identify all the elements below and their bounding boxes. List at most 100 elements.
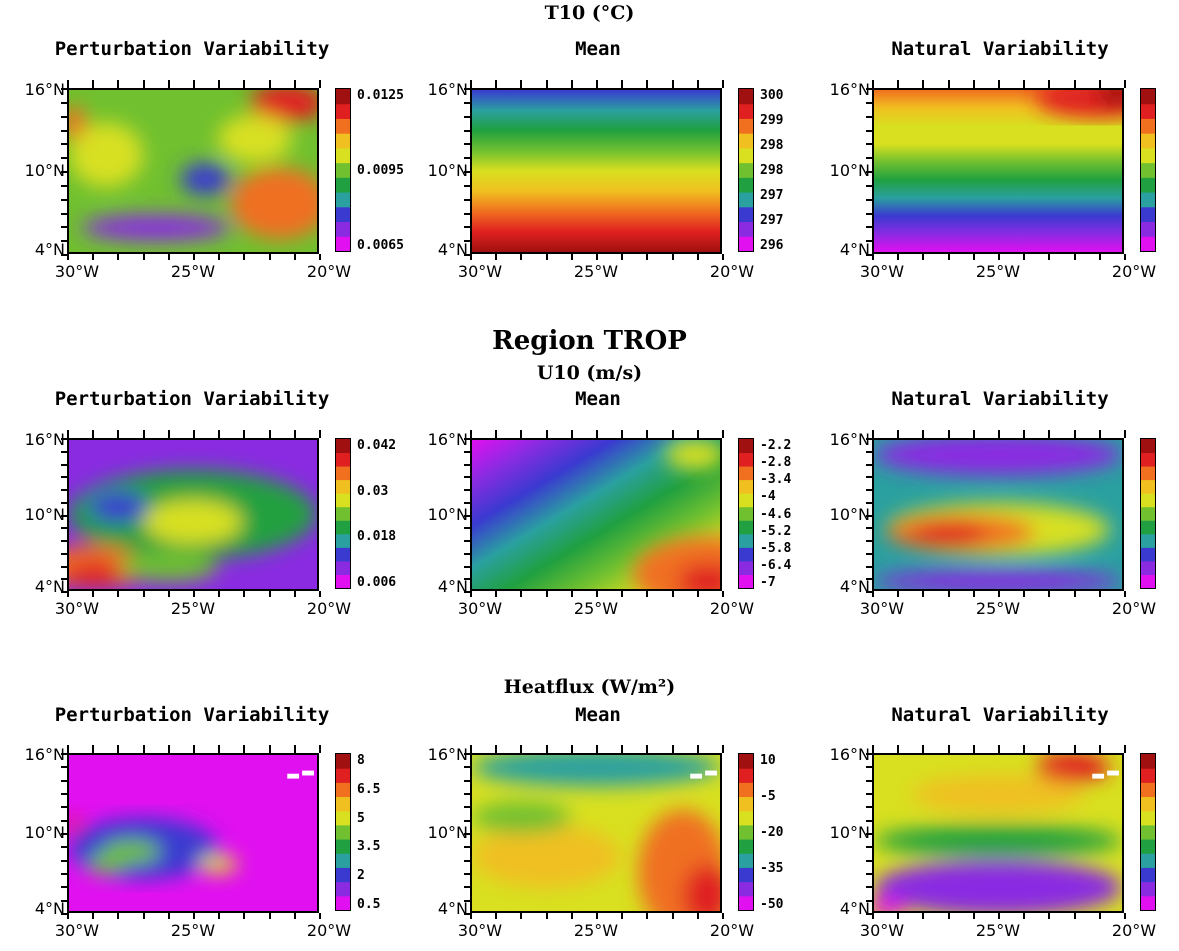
colorbar-tick-label: -7 (760, 575, 776, 590)
heatmap-field (472, 440, 720, 589)
top-tick (596, 745, 598, 753)
colorbar-tick-label: 297 (760, 213, 784, 228)
colorbar-segment (336, 439, 350, 454)
colorbar-segment (336, 206, 350, 223)
colorbar-segment (739, 177, 753, 193)
bottom-tick (243, 913, 246, 919)
left-tick (866, 833, 872, 835)
bottom-tick (696, 913, 699, 919)
left-tick (464, 806, 470, 809)
left-tick (464, 212, 470, 215)
colorbar-segment (1141, 118, 1155, 134)
colorbar (335, 753, 351, 911)
bottom-tick (947, 254, 950, 260)
colorbar-tick-label: 0.0065 (357, 238, 404, 253)
colorbar (335, 438, 351, 589)
bottom-tick (972, 254, 975, 260)
left-tick (866, 438, 872, 440)
left-tick (866, 886, 872, 889)
left-tick (866, 806, 872, 809)
colorbar-segment (1141, 520, 1155, 535)
field-blob (874, 569, 1122, 589)
colorbar-segment (739, 796, 753, 812)
left-tick (464, 859, 470, 862)
colorbar-tick-label: 6.5 (357, 781, 381, 797)
top-tick (998, 745, 1000, 753)
colorbar-segment (336, 867, 350, 883)
colorbar (738, 753, 754, 911)
top-tick (142, 80, 145, 88)
lat-tick-label: 16°N (829, 80, 870, 99)
left-tick (866, 143, 872, 146)
top-tick (67, 80, 69, 88)
left-tick (61, 753, 67, 755)
bottom-tick (947, 591, 950, 597)
lon-tick-label: 20°W (306, 262, 352, 281)
lat-tick-label: 10°N (427, 504, 468, 524)
bottom-tick (646, 913, 649, 919)
heatmap-plot (67, 753, 319, 913)
colorbar-segment (336, 796, 350, 812)
colorbar-segment (336, 147, 350, 164)
left-tick (464, 565, 470, 568)
lon-tick-label: 25°W (573, 262, 619, 281)
left-tick (61, 793, 67, 795)
bottom-tick (268, 254, 271, 260)
bottom-tick (596, 591, 598, 597)
t10-variable-title: T10 (°C) (544, 2, 635, 24)
heatmap-field (472, 755, 720, 911)
colorbar-tick-label: -20 (760, 825, 784, 840)
bottom-tick (545, 913, 548, 919)
colorbar-segment (739, 493, 753, 508)
left-tick (464, 463, 470, 466)
lat-tick-label: 16°N (829, 745, 870, 764)
top-tick (293, 430, 296, 438)
top-tick (1124, 745, 1126, 753)
left-tick (61, 212, 67, 215)
top-tick (470, 745, 472, 753)
colorbar-segment (739, 810, 753, 826)
panel-title: Perturbation Variability (54, 38, 330, 60)
colorbar-tick-label: -35 (760, 861, 784, 876)
colorbar-tick-label: 0.042 (357, 438, 397, 453)
lat-tick-label: 16°N (24, 745, 65, 764)
left-tick (866, 793, 872, 795)
top-tick (495, 430, 498, 438)
left-tick (866, 779, 872, 782)
field-blob (682, 864, 720, 911)
left-tick (61, 226, 67, 229)
bottom-tick (495, 913, 498, 919)
lon-tick-label: 30°W (859, 599, 905, 618)
left-tick (866, 88, 872, 90)
field-blob (472, 801, 572, 833)
top-tick (470, 80, 472, 88)
left-tick (61, 184, 67, 187)
colorbar-tick-label: 0.5 (357, 897, 381, 912)
colorbar (335, 88, 351, 252)
top-tick (67, 430, 69, 438)
top-tick (671, 80, 674, 88)
bottom-tick (495, 254, 498, 260)
colorbar (1140, 88, 1156, 252)
field-blob (874, 898, 907, 911)
top-tick (193, 430, 195, 438)
colorbar-segment (1141, 493, 1155, 508)
heatmap-plot (872, 753, 1124, 913)
bottom-tick (696, 591, 699, 597)
bottom-tick (1048, 254, 1051, 260)
top-tick (520, 80, 523, 88)
colorbar-segment (739, 506, 753, 521)
top-tick (972, 80, 975, 88)
left-tick (464, 254, 470, 256)
colorbar-segment (336, 853, 350, 868)
top-tick (621, 745, 624, 753)
top-tick (218, 430, 221, 438)
lon-tick-label: 20°W (1111, 599, 1157, 618)
heatmap-plot (67, 88, 319, 254)
top-tick (1098, 745, 1101, 753)
left-tick (61, 552, 67, 555)
bottom-tick (67, 254, 69, 260)
colorbar-segment (336, 466, 350, 481)
colorbar-segment (336, 479, 350, 494)
left-tick (866, 198, 872, 201)
